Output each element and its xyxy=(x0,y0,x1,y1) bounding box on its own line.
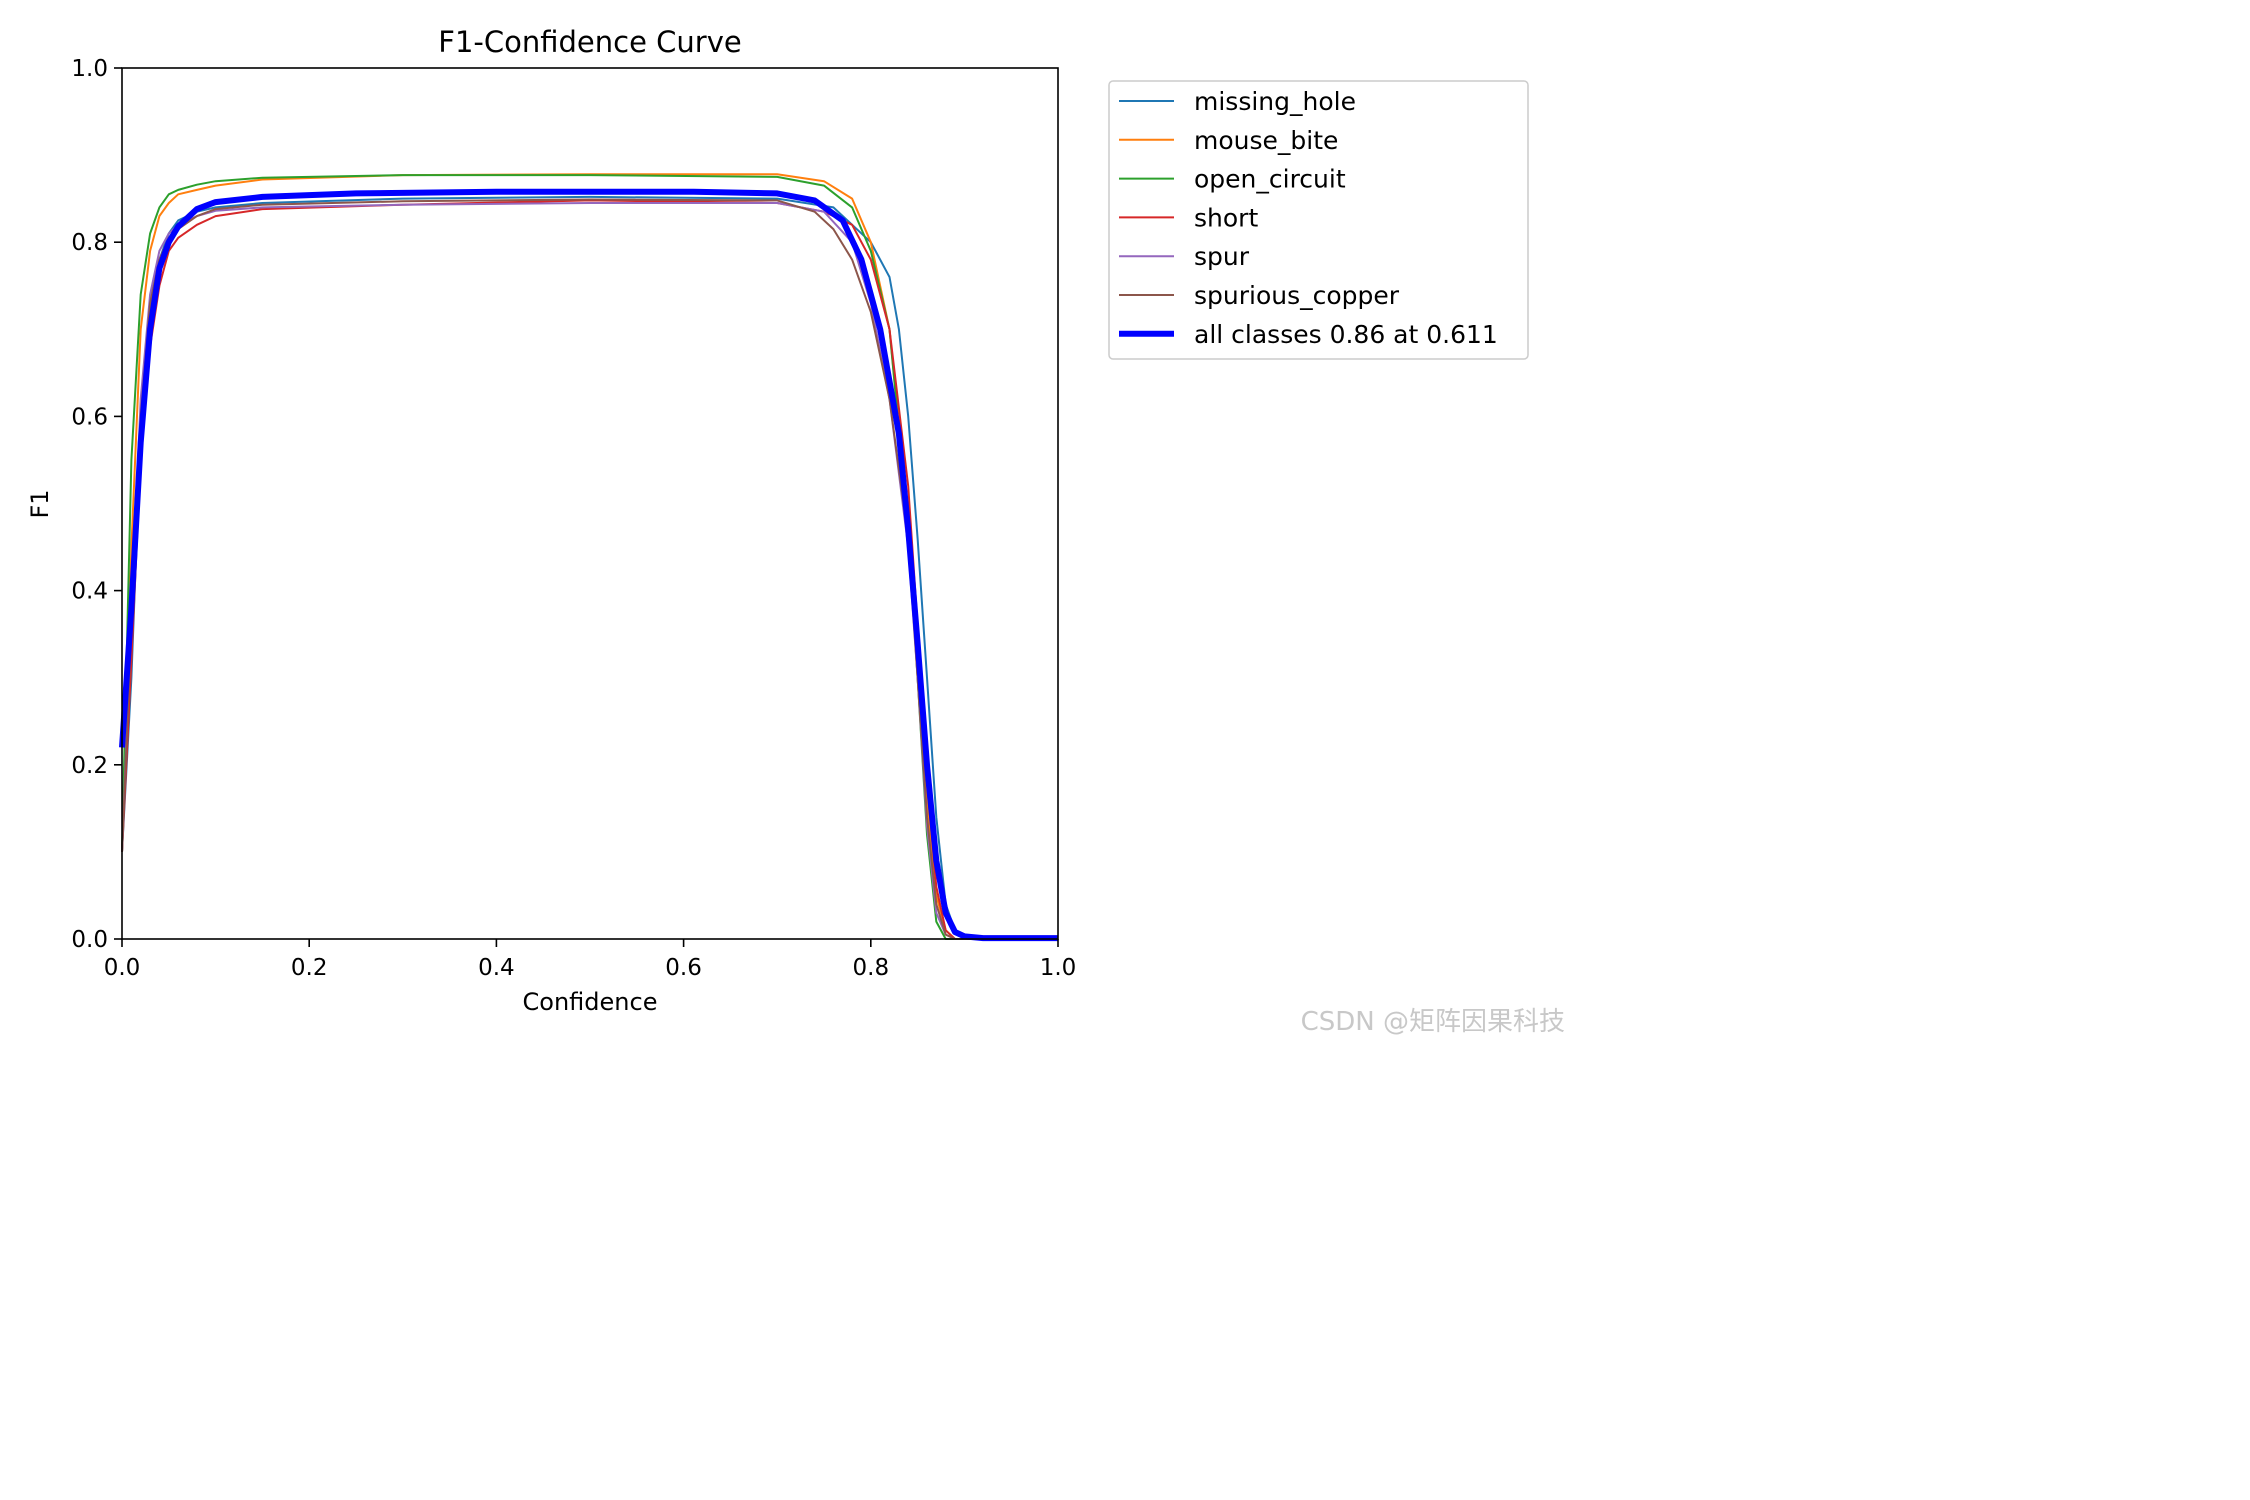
legend-label: mouse_bite xyxy=(1194,126,1338,155)
y-tick-label: 0.0 xyxy=(71,927,108,953)
x-tick-label: 0.6 xyxy=(665,955,702,981)
x-tick-label: 0.0 xyxy=(104,955,141,981)
series-line-6 xyxy=(119,188,1058,942)
y-axis-ticks: 0.0 0.2 0.4 0.6 0.8 1.0 xyxy=(71,56,122,953)
series-line-0 xyxy=(121,195,1058,940)
x-tick-label: 0.2 xyxy=(291,955,328,981)
watermark: CSDN @矩阵因果科技 xyxy=(1301,1007,1565,1037)
legend-box xyxy=(1108,80,1529,360)
x-tick-label: 0.8 xyxy=(853,955,890,981)
legend-label: all classes 0.86 at 0.611 xyxy=(1194,320,1498,349)
x-axis-label: Confidence xyxy=(523,988,658,1016)
series-layer xyxy=(119,173,1058,942)
chart-title: F1-Confidence Curve xyxy=(438,25,741,59)
y-tick-label: 1.0 xyxy=(71,56,108,82)
series-line-4 xyxy=(121,202,1058,940)
legend-label: spurious_copper xyxy=(1194,281,1400,310)
legend-label: spur xyxy=(1194,242,1250,271)
legend-label: missing_hole xyxy=(1194,87,1356,116)
series-line-3 xyxy=(121,199,1058,940)
y-axis-label: F1 xyxy=(26,489,54,518)
y-tick-label: 0.4 xyxy=(71,579,108,605)
legend-label: open_circuit xyxy=(1194,165,1346,194)
x-tick-label: 1.0 xyxy=(1040,955,1077,981)
series-line-1 xyxy=(121,173,1058,940)
legend-label: short xyxy=(1194,203,1258,232)
y-tick-label: 0.6 xyxy=(71,404,108,430)
y-tick-label: 0.2 xyxy=(71,753,108,779)
series-line-5 xyxy=(121,198,1058,940)
x-tick-label: 0.4 xyxy=(478,955,515,981)
plot-frame xyxy=(121,67,1059,940)
x-axis-ticks: 0.0 0.2 0.4 0.6 0.8 1.0 xyxy=(104,939,1077,981)
f1-confidence-chart: F1-Confidence Curve 0.0 0.2 0.4 0.6 0.8 1.0 0… xyxy=(26,25,1565,1037)
y-tick-label: 0.8 xyxy=(71,230,108,256)
series-line-2 xyxy=(121,174,1058,940)
